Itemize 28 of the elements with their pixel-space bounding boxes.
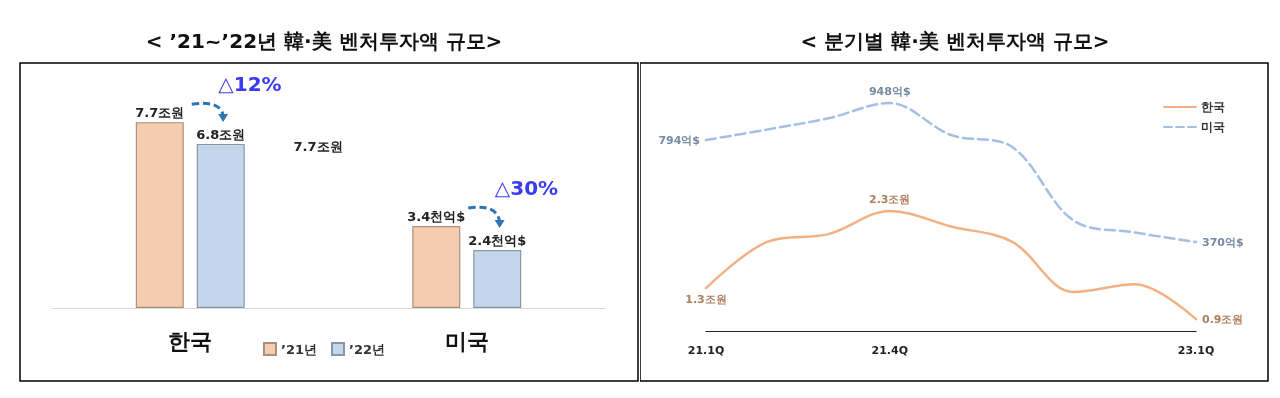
data-label: 3.4천억$ — [407, 208, 466, 224]
data-label: 370억$ — [1202, 235, 1244, 249]
legend-label: ’21년 — [280, 341, 317, 357]
bar — [135, 122, 184, 308]
chart-title: < ’21~’22년 韓·美 벤처투자액 규모> — [145, 29, 503, 53]
data-label: 2.4천억$ — [468, 233, 527, 249]
x-tick-label: 한국 — [168, 328, 213, 354]
data-label: 0.9조원 — [1202, 312, 1244, 326]
data-label: 794억$ — [658, 133, 700, 147]
data-label: 2.3조원 — [869, 192, 911, 206]
legend-label: 한국 — [1201, 100, 1225, 114]
bar — [473, 250, 522, 308]
data-label: 6.8조원 — [196, 126, 246, 142]
x-tick-label: 21.1Q — [687, 344, 725, 357]
bar — [196, 143, 245, 308]
legend-label: 미국 — [1201, 120, 1225, 134]
bar — [412, 225, 461, 308]
annotation: 7.7조원 — [293, 139, 343, 155]
data-label: 948억$ — [868, 85, 911, 99]
legend-label: ’22년 — [349, 341, 386, 357]
x-tick-label: 미국 — [444, 328, 489, 354]
text: △12% — [218, 72, 282, 97]
x-tick-label: 23.1Q — [1177, 344, 1215, 357]
data-label: 1.3조원 — [685, 293, 727, 307]
chart-title: < 분기별 韓·美 벤처투자액 규모> — [800, 29, 1110, 53]
x-tick-label: 21.4Q — [871, 344, 908, 357]
data-label: 7.7조원 — [135, 105, 185, 121]
annotation: △30% — [494, 175, 559, 200]
